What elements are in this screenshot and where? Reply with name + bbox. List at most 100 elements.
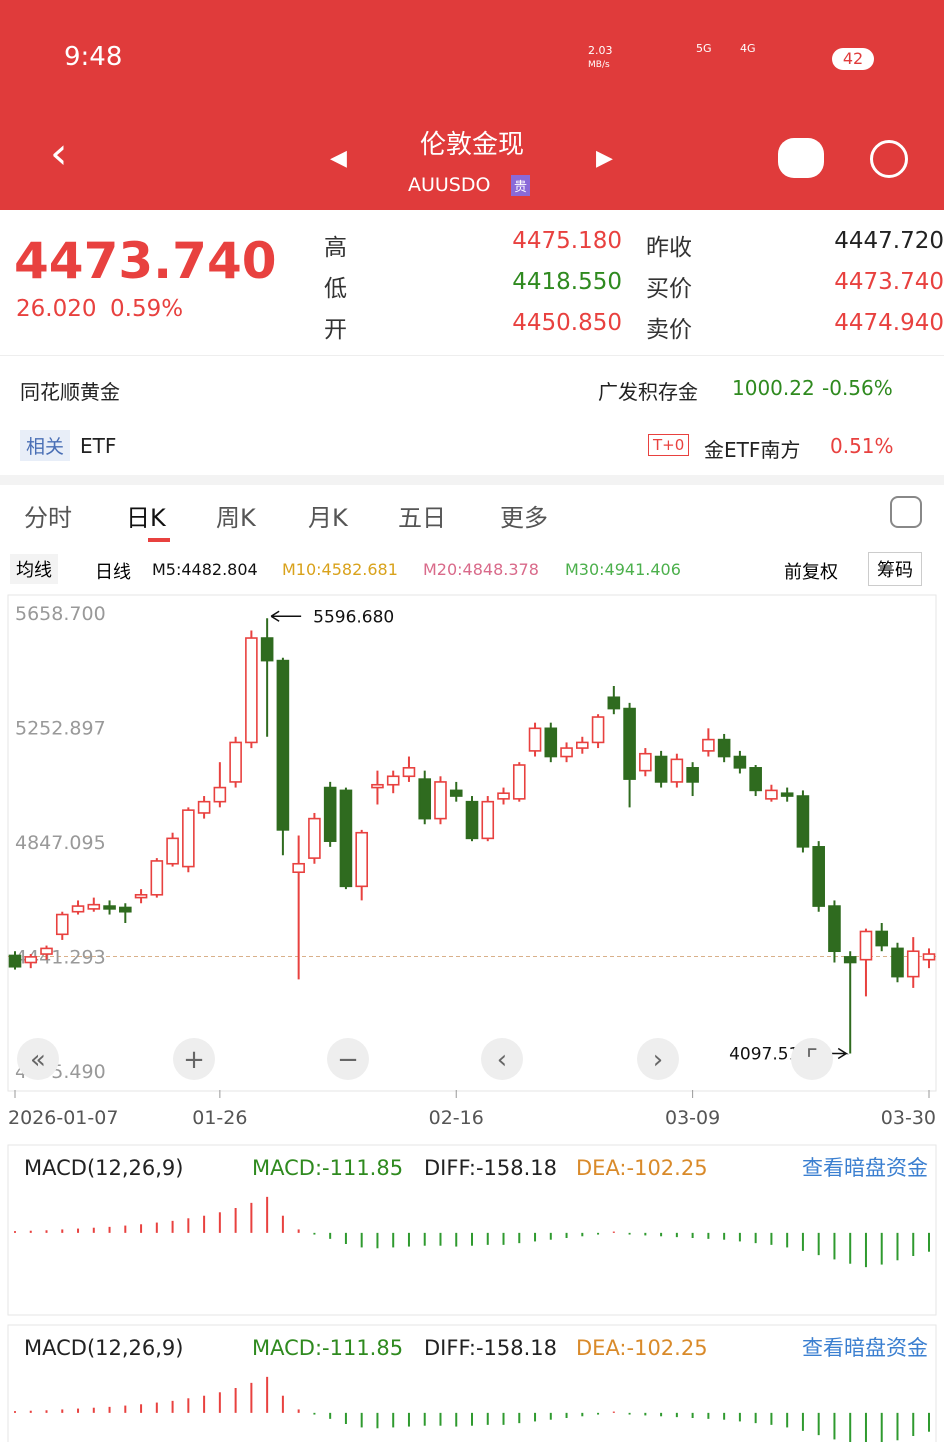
speed: 2.03 (588, 44, 613, 57)
zoom-button[interactable] (17, 1038, 59, 1080)
candle-body (386, 775, 400, 786)
candle-body (103, 905, 116, 910)
robot[interactable] (778, 138, 824, 178)
gap (0, 475, 944, 485)
zoom-icon: ‹ (497, 1045, 507, 1075)
y-tick-label: 5658.700 (15, 603, 106, 625)
candle-body (449, 789, 463, 797)
candle-body (245, 637, 258, 744)
ma-select[interactable]: 均线 (10, 554, 58, 584)
zoom-icon: › (653, 1045, 663, 1075)
macd-name: MACD(12,26,9) (24, 1156, 184, 1180)
prev[interactable]: ◀ (330, 146, 347, 171)
candle-body (213, 786, 227, 803)
stat-label: 昨收 (646, 235, 692, 261)
link[interactable]: ETF (80, 434, 117, 458)
link[interactable]: 广发积存金 (598, 380, 698, 404)
x-tick-label: 03-30 (881, 1107, 936, 1129)
candle-body (623, 707, 636, 780)
candle-body (812, 846, 825, 907)
pct: 0.59% (110, 296, 184, 322)
ma: M30:4941.406 (565, 560, 681, 579)
link[interactable]: 同花顺黄金 (20, 380, 120, 404)
price: 4473.740 (14, 232, 277, 290)
candle-body (654, 755, 668, 783)
stat-value: 4475.180 (512, 228, 622, 254)
search[interactable] (870, 140, 908, 178)
clock: 9:48 (64, 42, 123, 72)
tag: 相关 (20, 430, 71, 461)
zoom-button[interactable] (173, 1038, 215, 1080)
zoom-button[interactable] (637, 1038, 679, 1080)
candle-body (355, 831, 368, 888)
candle-body (875, 930, 889, 947)
link[interactable]: 金ETF南方 (704, 438, 801, 462)
title: 伦敦金现 (419, 130, 524, 160)
arrow (270, 610, 302, 622)
candle-body (402, 767, 416, 778)
zoom-button[interactable] (791, 1038, 833, 1080)
candle-body (828, 905, 841, 953)
period: 日线 (95, 562, 131, 583)
macd-macd: MACD:-111.85 (252, 1156, 403, 1180)
candle-body (607, 696, 621, 710)
candle-body (481, 800, 495, 840)
candle-body (796, 795, 810, 848)
stat-value: 4450.850 (512, 310, 622, 336)
candle-body (339, 789, 353, 888)
tag: T+0 (648, 434, 690, 456)
zoom-button[interactable] (481, 1038, 523, 1080)
candle-body (24, 956, 38, 964)
code: AUUSDO (408, 174, 491, 196)
divider (0, 355, 944, 356)
tab[interactable]: 分时 (24, 504, 72, 532)
stat-label: 买价 (646, 276, 692, 302)
chips[interactable]: 筹码 (868, 552, 922, 586)
candle-body (639, 752, 652, 772)
zoom-icon: + (183, 1045, 205, 1075)
tab[interactable]: 周K (216, 504, 256, 532)
candle-body (528, 727, 542, 752)
candle-body (182, 809, 195, 868)
tab[interactable]: 五日 (398, 504, 446, 532)
candle-body (276, 659, 290, 831)
candle-body (371, 783, 384, 789)
charts: 5658.7005252.8974847.0954441.2934035.490… (0, 594, 944, 1448)
ma: M5:4482.804 (152, 560, 258, 579)
candle-body (749, 767, 762, 792)
speed-unit: MB/s (588, 60, 610, 70)
candle-body (260, 637, 274, 662)
chart-frame (7, 594, 937, 1092)
tab[interactable]: 月K (308, 504, 348, 532)
candle-body (717, 738, 731, 758)
low-label: 4097.510 (729, 1045, 810, 1065)
candle-body (150, 860, 164, 896)
candle-body (71, 905, 85, 913)
adjust[interactable]: 前复权 (784, 562, 838, 583)
stat-label: 高 (324, 235, 347, 261)
ma: M20:4848.378 (423, 560, 539, 579)
candle-body (702, 738, 715, 752)
candle-body (229, 741, 242, 783)
candle-body (119, 906, 132, 913)
candle-body (859, 930, 873, 961)
back[interactable]: ‹ (50, 128, 68, 179)
x-tick-label: 03-09 (665, 1107, 720, 1129)
macd-link[interactable]: 查看暗盘资金 (802, 1156, 928, 1180)
y-tick-label: 4441.293 (15, 946, 106, 968)
macd-link[interactable]: 查看暗盘资金 (802, 1336, 928, 1360)
settings[interactable] (890, 496, 922, 528)
tab[interactable]: 日K (126, 504, 166, 532)
tab[interactable]: 更多 (500, 504, 548, 532)
macd-dea: DEA:-102.25 (576, 1336, 708, 1360)
x-tick-label: 01-26 (192, 1107, 247, 1129)
zoom-button[interactable] (327, 1038, 369, 1080)
tag: 贵 (511, 175, 531, 196)
battery: 42 (832, 48, 874, 70)
ma: M10:4582.681 (282, 560, 398, 579)
link-value: 1000.22 (732, 376, 815, 400)
next[interactable]: ▶ (596, 146, 613, 171)
macd-name: MACD(12,26,9) (24, 1336, 184, 1360)
stat-value: 4473.740 (834, 269, 944, 295)
macd-diff: DIFF:-158.18 (424, 1336, 557, 1360)
